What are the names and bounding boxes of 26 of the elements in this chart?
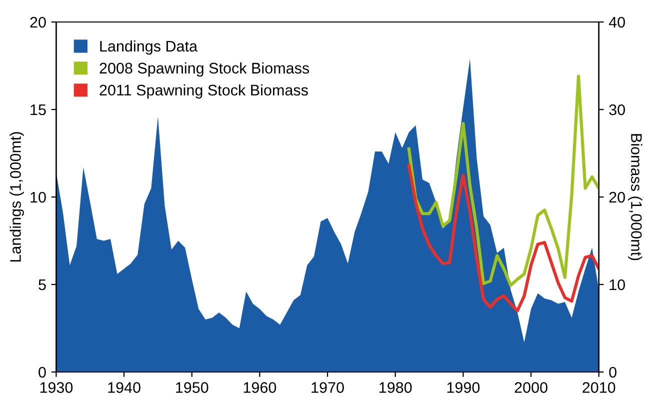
x-tick-label: 1960 [244,382,276,393]
y-tick-label: 10 [30,192,46,203]
x-tick-label: 1980 [380,382,412,393]
line-series [407,74,599,287]
legend-label: 2011 Spawning Stock Biomass [100,84,308,99]
line-series [407,164,599,312]
y2-tick-label: 30 [609,104,625,116]
x-tick-label: 2010 [582,382,616,393]
y-tick-label: 15 [30,104,46,116]
x-tick-label: 2000 [514,382,548,393]
y-tick-label: 20 [30,16,46,28]
x-tick-label: 1950 [176,382,208,393]
y-tick-label: 5 [38,280,46,290]
y-tick-label: 0 [38,366,46,378]
y2-tick-label: 40 [608,16,625,28]
legend-label: 2008 Spawning Stock Biomass [100,62,310,77]
x-tick-label: 1970 [312,382,344,393]
y2-tick-label: 0 [609,366,616,378]
y2-tick-label: 20 [609,192,625,203]
y-axis-title: Landings (1,000mt) [10,132,24,262]
y2-axis-title: Biomass (1,000mt) [628,134,642,260]
x-tick-label: 1930 [40,382,73,393]
x-tick-label: 1990 [447,382,480,393]
x-tick-label: 1940 [108,382,140,393]
y2-tick-label: 10 [610,279,625,290]
legend-label: Landings Data [100,40,198,55]
